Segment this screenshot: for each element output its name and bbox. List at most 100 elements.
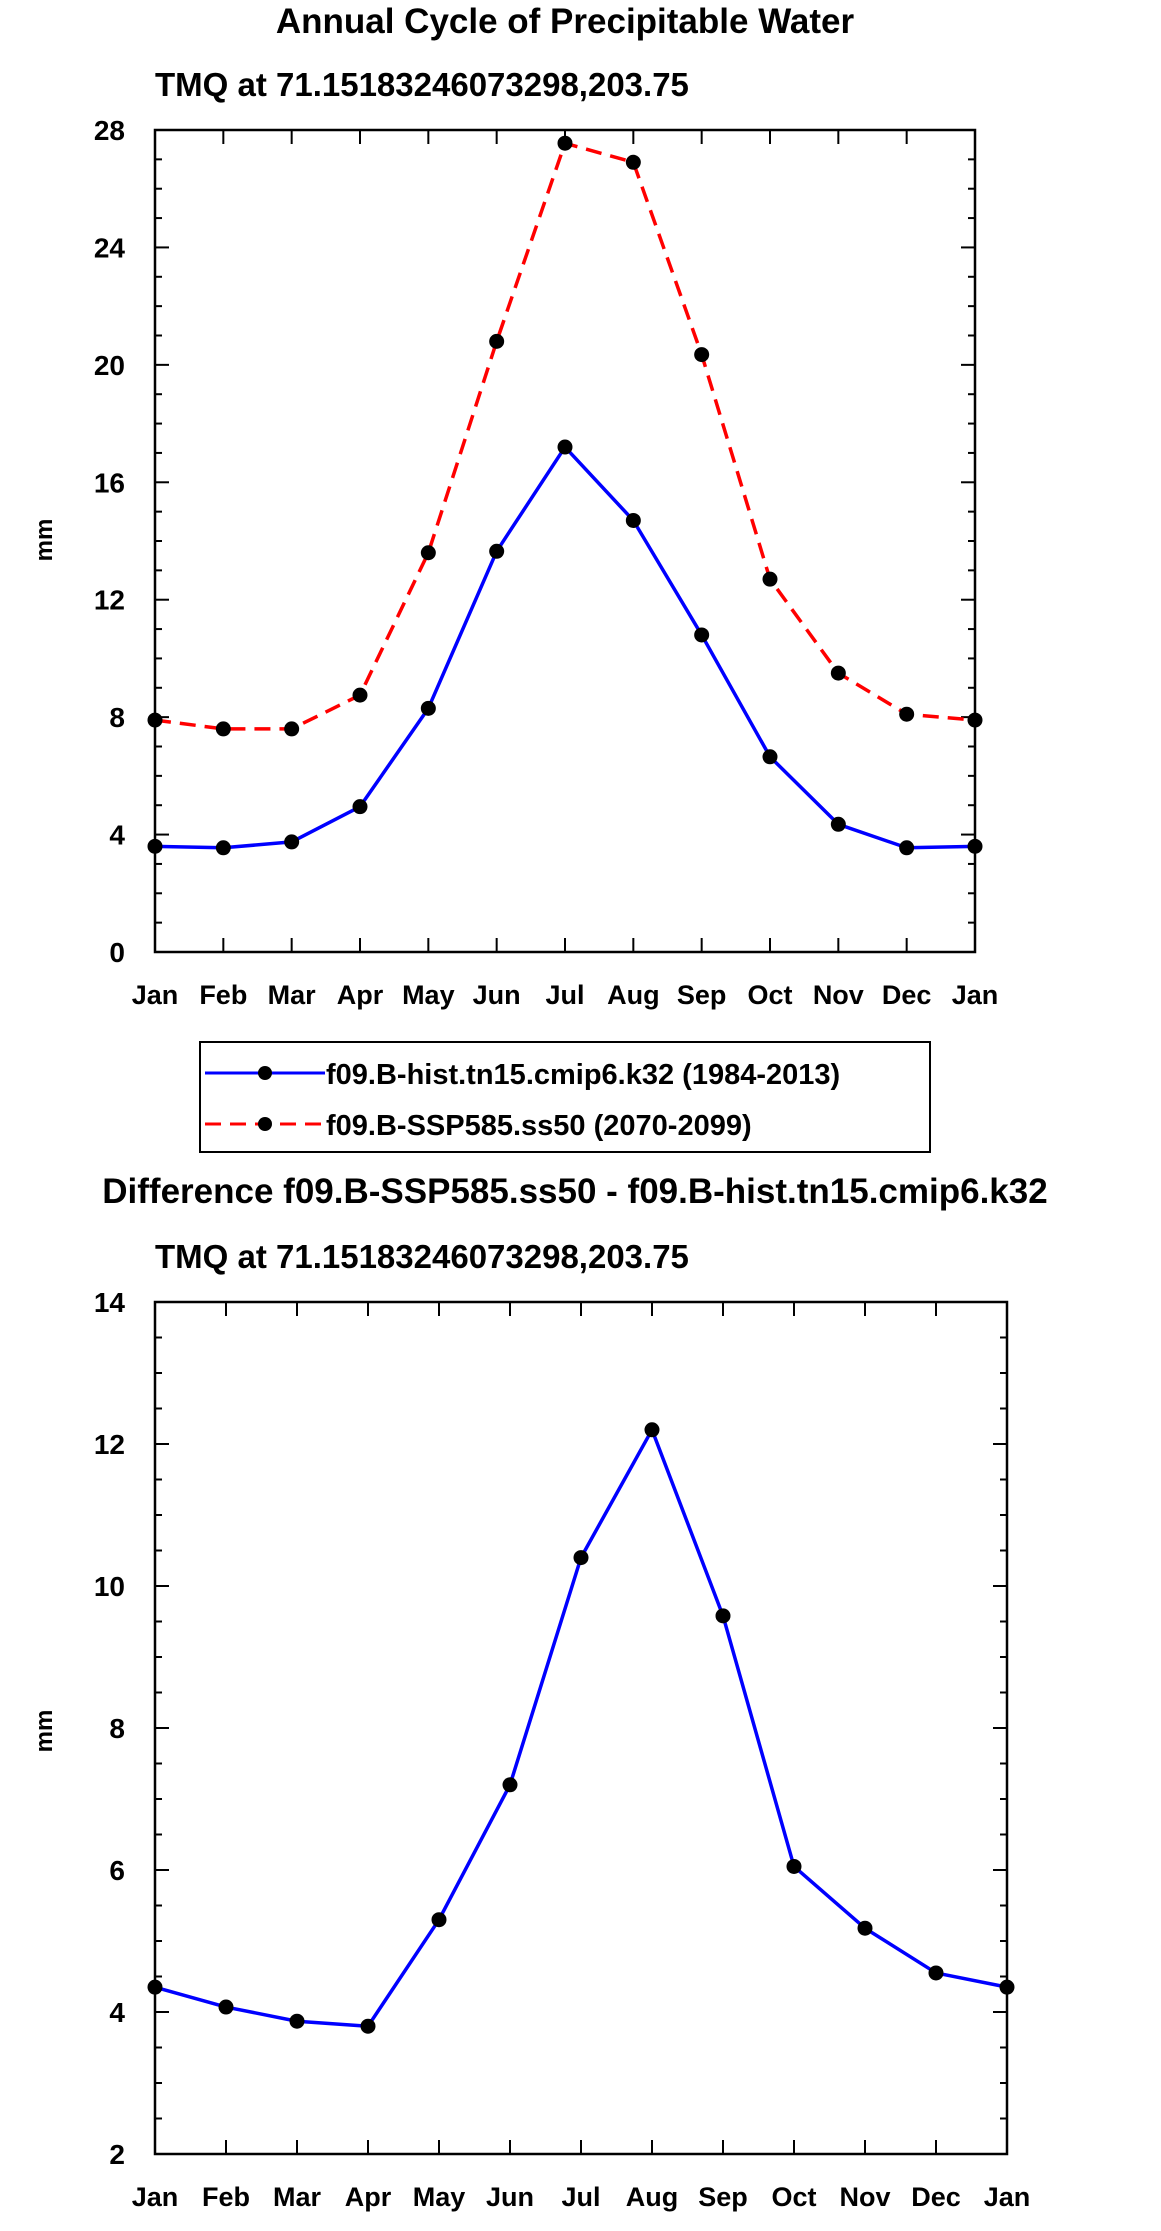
chart-top-ylabel: mm [31, 519, 58, 562]
chart-bottom-subtitle: TMQ at 71.15183246073298,203.75 [155, 1238, 689, 1275]
x-tick-label: Feb [199, 980, 247, 1010]
series-0-point [899, 840, 915, 856]
series-0-point [967, 838, 983, 854]
series-0-point [431, 1912, 447, 1928]
x-tick-label: Jan [132, 2182, 179, 2212]
y-tick-label: 12 [94, 585, 125, 616]
x-tick-label: Jul [561, 2182, 600, 2212]
x-tick-label: Jan [952, 980, 999, 1010]
chart-top-series [147, 135, 983, 856]
y-tick-label: 6 [109, 1855, 125, 1886]
chart-bottom-series [147, 1422, 1015, 2034]
series-1-point [215, 721, 231, 737]
y-tick-label: 28 [94, 115, 125, 146]
series-0-point [786, 1858, 802, 1874]
x-tick-label: Nov [839, 2182, 890, 2212]
series-line-0 [154, 1428, 1008, 2028]
legend-label-hist: f09.B-hist.tn15.cmip6.k32 (1984-2013) [326, 1059, 840, 1091]
series-0-point [694, 627, 710, 643]
x-tick-label: Oct [771, 2182, 816, 2212]
x-tick-label: Aug [607, 980, 659, 1010]
series-0-point [147, 838, 163, 854]
series-0-point [557, 439, 573, 455]
y-tick-label: 0 [109, 937, 125, 968]
legend-marker-hist [258, 1066, 272, 1080]
legend-label-ssp: f09.B-SSP585.ss50 (2070-2099) [326, 1110, 752, 1142]
series-1-point [967, 712, 983, 728]
series-0-point [830, 816, 846, 832]
series-0-point [215, 840, 231, 856]
main-title: Annual Cycle of Precipitable Water [276, 2, 855, 41]
y-tick-label: 8 [109, 702, 125, 733]
x-tick-label: Oct [747, 980, 792, 1010]
x-tick-label: Mar [268, 980, 317, 1010]
y-tick-label: 20 [94, 350, 125, 381]
chart-top-axes: 0 4 8 12 16 20 24 28 Jan Feb Mar Apr May Jun Jul Aug Sep… [94, 115, 998, 1010]
x-tick-label: May [413, 2182, 466, 2212]
x-tick-label: Dec [882, 980, 932, 1010]
x-tick-label: Jan [984, 2182, 1031, 2212]
x-tick-label: Dec [911, 2182, 961, 2212]
series-0-point [644, 1422, 660, 1438]
y-tick-label: 10 [94, 1571, 125, 1602]
x-tick-label: Nov [813, 980, 864, 1010]
chart-top: TMQ at 71.15183246073298,203.75 mm 0 4 8 12… [31, 66, 998, 1153]
series-0-point [420, 700, 436, 716]
chart-top-subtitle: TMQ at 71.15183246073298,203.75 [155, 66, 689, 103]
series-1-point [830, 665, 846, 681]
x-tick-label: Jul [545, 980, 584, 1010]
x-tick-label: Feb [202, 2182, 250, 2212]
series-0-point [489, 543, 505, 559]
x-tick-label: Jan [132, 980, 179, 1010]
series-0-point [360, 2018, 376, 2034]
series-0-point [625, 512, 641, 528]
plot-frame [153, 1300, 1009, 2156]
x-tick-label: Apr [345, 2182, 392, 2212]
series-0-point [352, 799, 368, 815]
series-1-point [625, 154, 641, 170]
series-1-point [762, 571, 778, 587]
x-tick-label: Mar [273, 2182, 322, 2212]
y-tick-label: 8 [109, 1713, 125, 1744]
chart-bottom: Difference f09.B-SSP585.ss50 - f09.B-his… [31, 1172, 1048, 2212]
y-tick-label: 24 [94, 232, 126, 263]
y-tick-label: 2 [109, 2139, 125, 2170]
series-0-point [502, 1777, 518, 1793]
series-0-point [762, 749, 778, 765]
series-0-point [715, 1608, 731, 1624]
y-tick-label: 4 [109, 1997, 125, 2028]
series-1-point [899, 706, 915, 722]
series-1-point [147, 712, 163, 728]
series-line-1 [154, 141, 976, 731]
x-tick-label: Sep [698, 2182, 748, 2212]
series-1-point [557, 135, 573, 151]
series-0-point [147, 1979, 163, 1995]
series-0-point [999, 1979, 1015, 1995]
series-1-point [420, 545, 436, 561]
x-tick-label: Apr [337, 980, 384, 1010]
series-1-point [284, 721, 300, 737]
legend-box [199, 1041, 931, 1153]
series-0-point [289, 2013, 305, 2029]
series-line-0 [154, 445, 976, 850]
series-0-point [573, 1550, 589, 1566]
series-0-point [857, 1920, 873, 1936]
chart-bottom-title: Difference f09.B-SSP585.ss50 - f09.B-his… [102, 1172, 1047, 1211]
y-tick-label: 4 [109, 820, 125, 851]
series-1-point [489, 333, 505, 349]
x-tick-label: Jun [486, 2182, 534, 2212]
series-0-point [928, 1965, 944, 1981]
y-tick-label: 14 [94, 1287, 126, 1318]
legend-marker-ssp [258, 1117, 272, 1131]
x-tick-label: Jun [473, 980, 521, 1010]
x-tick-label: Sep [677, 980, 727, 1010]
chart-bottom-ylabel: mm [31, 1710, 58, 1753]
series-0-point [218, 1999, 234, 2015]
x-tick-label: May [402, 980, 455, 1010]
series-1-point [694, 347, 710, 363]
series-1-point [352, 687, 368, 703]
y-tick-label: 16 [94, 467, 125, 498]
x-tick-label: Aug [626, 2182, 678, 2212]
chart-top-legend: f09.B-hist.tn15.cmip6.k32 (1984-2013) f0… [199, 1041, 931, 1153]
